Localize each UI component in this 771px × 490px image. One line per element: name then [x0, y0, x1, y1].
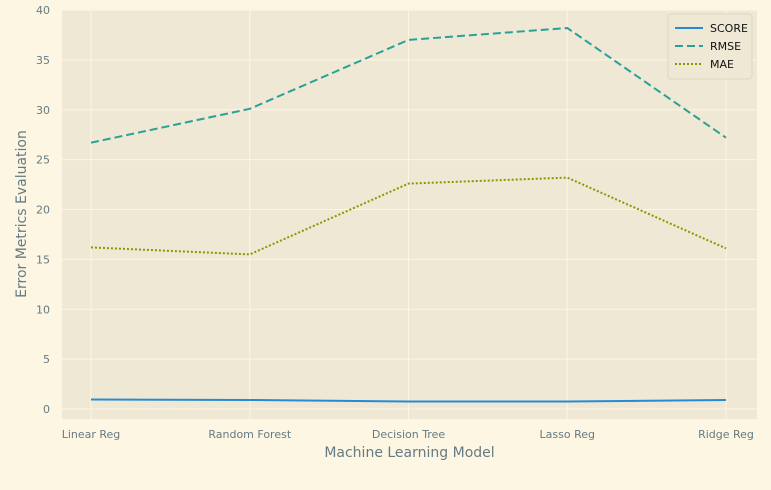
y-tick-label: 5 — [43, 353, 50, 366]
x-tick-label: Decision Tree — [372, 428, 445, 441]
y-tick-label: 15 — [36, 253, 50, 266]
x-tick-label: Lasso Reg — [540, 428, 595, 441]
plot-background — [62, 10, 757, 419]
y-tick-label: 35 — [36, 54, 50, 67]
y-tick-label: 30 — [36, 104, 50, 117]
x-tick-label: Linear Reg — [62, 428, 121, 441]
series-line-rmse — [90, 27, 727, 144]
y-tick-label: 40 — [36, 4, 50, 17]
legend-label-rmse: RMSE — [710, 40, 741, 53]
legend-box — [667, 13, 753, 80]
y-tick-label: 25 — [36, 154, 50, 167]
y-axis-label: Error Metrics Evaluation — [14, 130, 30, 298]
y-tick-label: 10 — [36, 303, 50, 316]
x-tick-label: Ridge Reg — [698, 428, 754, 441]
y-tick-label: 0 — [43, 403, 50, 416]
series-line-score — [90, 398, 727, 403]
legend-label-mae: MAE — [710, 58, 734, 71]
x-tick-label: Random Forest — [208, 428, 291, 441]
series-line-mae — [90, 176, 727, 256]
x-axis-label: Machine Learning Model — [324, 445, 494, 461]
series — [90, 27, 727, 403]
grid — [62, 9, 757, 419]
y-tick-label: 20 — [36, 204, 50, 217]
legend-label-score: SCORE — [710, 22, 748, 35]
ticks: 0 5 10 15 20 25 30 35 40 Linear Reg Random Forest D… — [36, 4, 754, 441]
legend: SCORE RMSE MAE — [667, 13, 753, 80]
